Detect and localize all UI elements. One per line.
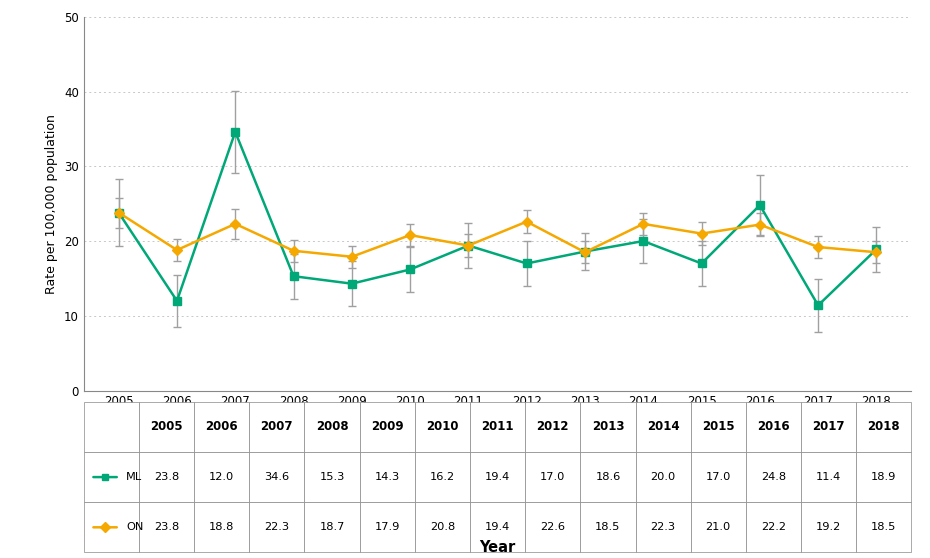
Text: ON: ON	[126, 522, 143, 532]
Text: Year: Year	[480, 540, 515, 555]
Text: ML: ML	[126, 472, 142, 482]
Y-axis label: Rate per 100,000 population: Rate per 100,000 population	[46, 114, 59, 294]
